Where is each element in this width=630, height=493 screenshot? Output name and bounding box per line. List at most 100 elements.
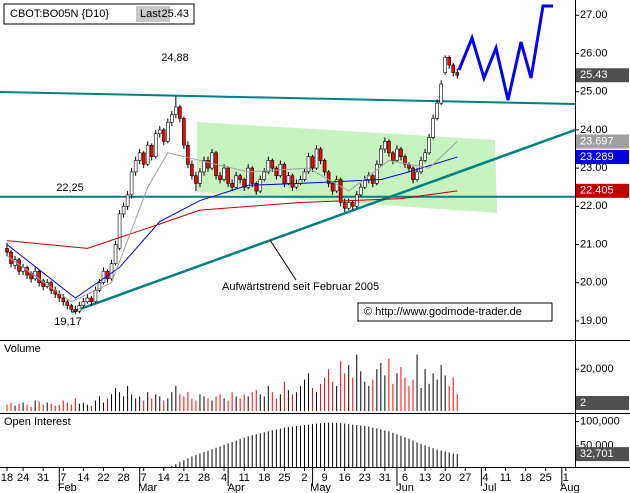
panel-title: Open Interest	[4, 416, 71, 428]
candle-body	[113, 244, 118, 264]
x-tick-label: 22	[97, 472, 109, 484]
candle-body	[234, 175, 238, 188]
candle-body	[306, 156, 311, 173]
candle-body	[310, 156, 315, 169]
resistance-line	[0, 91, 576, 105]
candle-body	[318, 148, 323, 161]
candle-body	[242, 179, 246, 188]
y-tick-label: 26.00	[580, 47, 608, 59]
moving-average	[6, 156, 458, 299]
candle-body	[218, 175, 222, 180]
month-label: Aug	[560, 482, 580, 493]
annotation: 19,17	[54, 316, 82, 328]
y-tick-label: 100,000	[580, 416, 620, 428]
annotation: 22,25	[56, 182, 84, 194]
value-tag	[576, 134, 629, 149]
candle-body	[198, 171, 202, 184]
panel-title: Volume	[4, 343, 41, 355]
x-tick-label: 11	[500, 472, 511, 484]
candle-body	[322, 160, 327, 173]
y-tick-label: 23.00	[580, 162, 608, 174]
candle-body	[222, 167, 226, 180]
x-tick-label: 9	[322, 472, 328, 484]
leader-line	[269, 239, 297, 281]
y-tick-label: 19.00	[580, 315, 608, 327]
candle-body	[254, 183, 259, 192]
candle-body	[194, 175, 198, 184]
candle-body	[455, 72, 460, 76]
candle-body	[149, 144, 154, 157]
candle-body	[101, 270, 106, 283]
candle-body	[81, 301, 86, 306]
x-tick-label: 7	[60, 472, 66, 484]
candle-body	[174, 106, 178, 115]
candle-body	[97, 282, 102, 291]
x-tick-label: 11	[238, 472, 249, 484]
value-tag	[576, 396, 629, 410]
candle-body	[41, 280, 45, 287]
plot	[0, 55, 575, 315]
value-tag-label: 32,701	[580, 448, 614, 460]
candle-body	[57, 293, 62, 299]
candle-body	[451, 64, 456, 73]
x-tick-label: 31	[37, 472, 49, 484]
candle-body	[274, 167, 279, 177]
x-tick-label: 16	[339, 472, 351, 484]
annotation: 24,88	[161, 52, 189, 64]
x-tick-label: 13	[419, 472, 431, 484]
candle-body	[447, 57, 452, 66]
candle-body	[145, 144, 150, 165]
candle-body	[226, 167, 230, 184]
candle-body	[399, 148, 403, 157]
candle-body	[93, 290, 98, 303]
y-tick-label: 20.00	[580, 277, 608, 289]
candle-body	[137, 152, 142, 161]
candle-body	[37, 270, 41, 283]
copyright-box	[357, 302, 553, 322]
candle-body	[5, 248, 9, 253]
candle-body	[186, 144, 190, 165]
y-tick-label: 24.00	[580, 124, 608, 136]
x-tick-label: 4	[482, 472, 488, 484]
candle-body	[157, 129, 162, 135]
candle-body	[266, 160, 271, 173]
last-box	[136, 6, 170, 22]
x-tick-label: 21	[178, 472, 190, 484]
value-tag-label: 23.697	[580, 135, 614, 147]
candle-body	[153, 133, 158, 157]
candle-body	[109, 263, 114, 280]
candle-body	[415, 171, 419, 180]
y-tick-label: 27.00	[580, 9, 608, 21]
candle-body	[383, 141, 387, 150]
x-tick-label: 25	[540, 472, 552, 484]
month-label: Apr	[228, 482, 245, 493]
candle-body	[431, 118, 435, 138]
month-label: Mar	[138, 482, 157, 493]
value-tag	[576, 150, 629, 165]
candle-body	[342, 202, 347, 209]
month-label: Feb	[58, 482, 77, 493]
candle-body	[350, 202, 355, 207]
uptrend-line	[71, 128, 576, 314]
candle-body	[246, 167, 250, 188]
candle-body	[330, 183, 335, 192]
last-label: Last	[140, 8, 161, 20]
moving-average	[6, 190, 458, 249]
candle-body	[166, 121, 170, 142]
x-tick-label: 27	[459, 472, 471, 484]
trend-channel	[197, 122, 497, 213]
candle-body	[326, 171, 331, 184]
x-tick-label: 18	[519, 472, 531, 484]
value-tag-label: 22.405	[580, 185, 614, 197]
candle-body	[125, 194, 130, 207]
y-tick-label: 25.00	[580, 86, 608, 98]
x-tick-label: 18	[258, 472, 270, 484]
candle-body	[262, 171, 267, 180]
candle-body	[286, 175, 291, 184]
symbol: CBOT:BO05N {D10}	[10, 8, 109, 20]
price-tag	[576, 68, 629, 83]
candle-body	[238, 175, 242, 180]
candle-body	[302, 171, 307, 180]
candle-body	[391, 152, 395, 161]
y-tick-label: 22.00	[580, 200, 608, 212]
